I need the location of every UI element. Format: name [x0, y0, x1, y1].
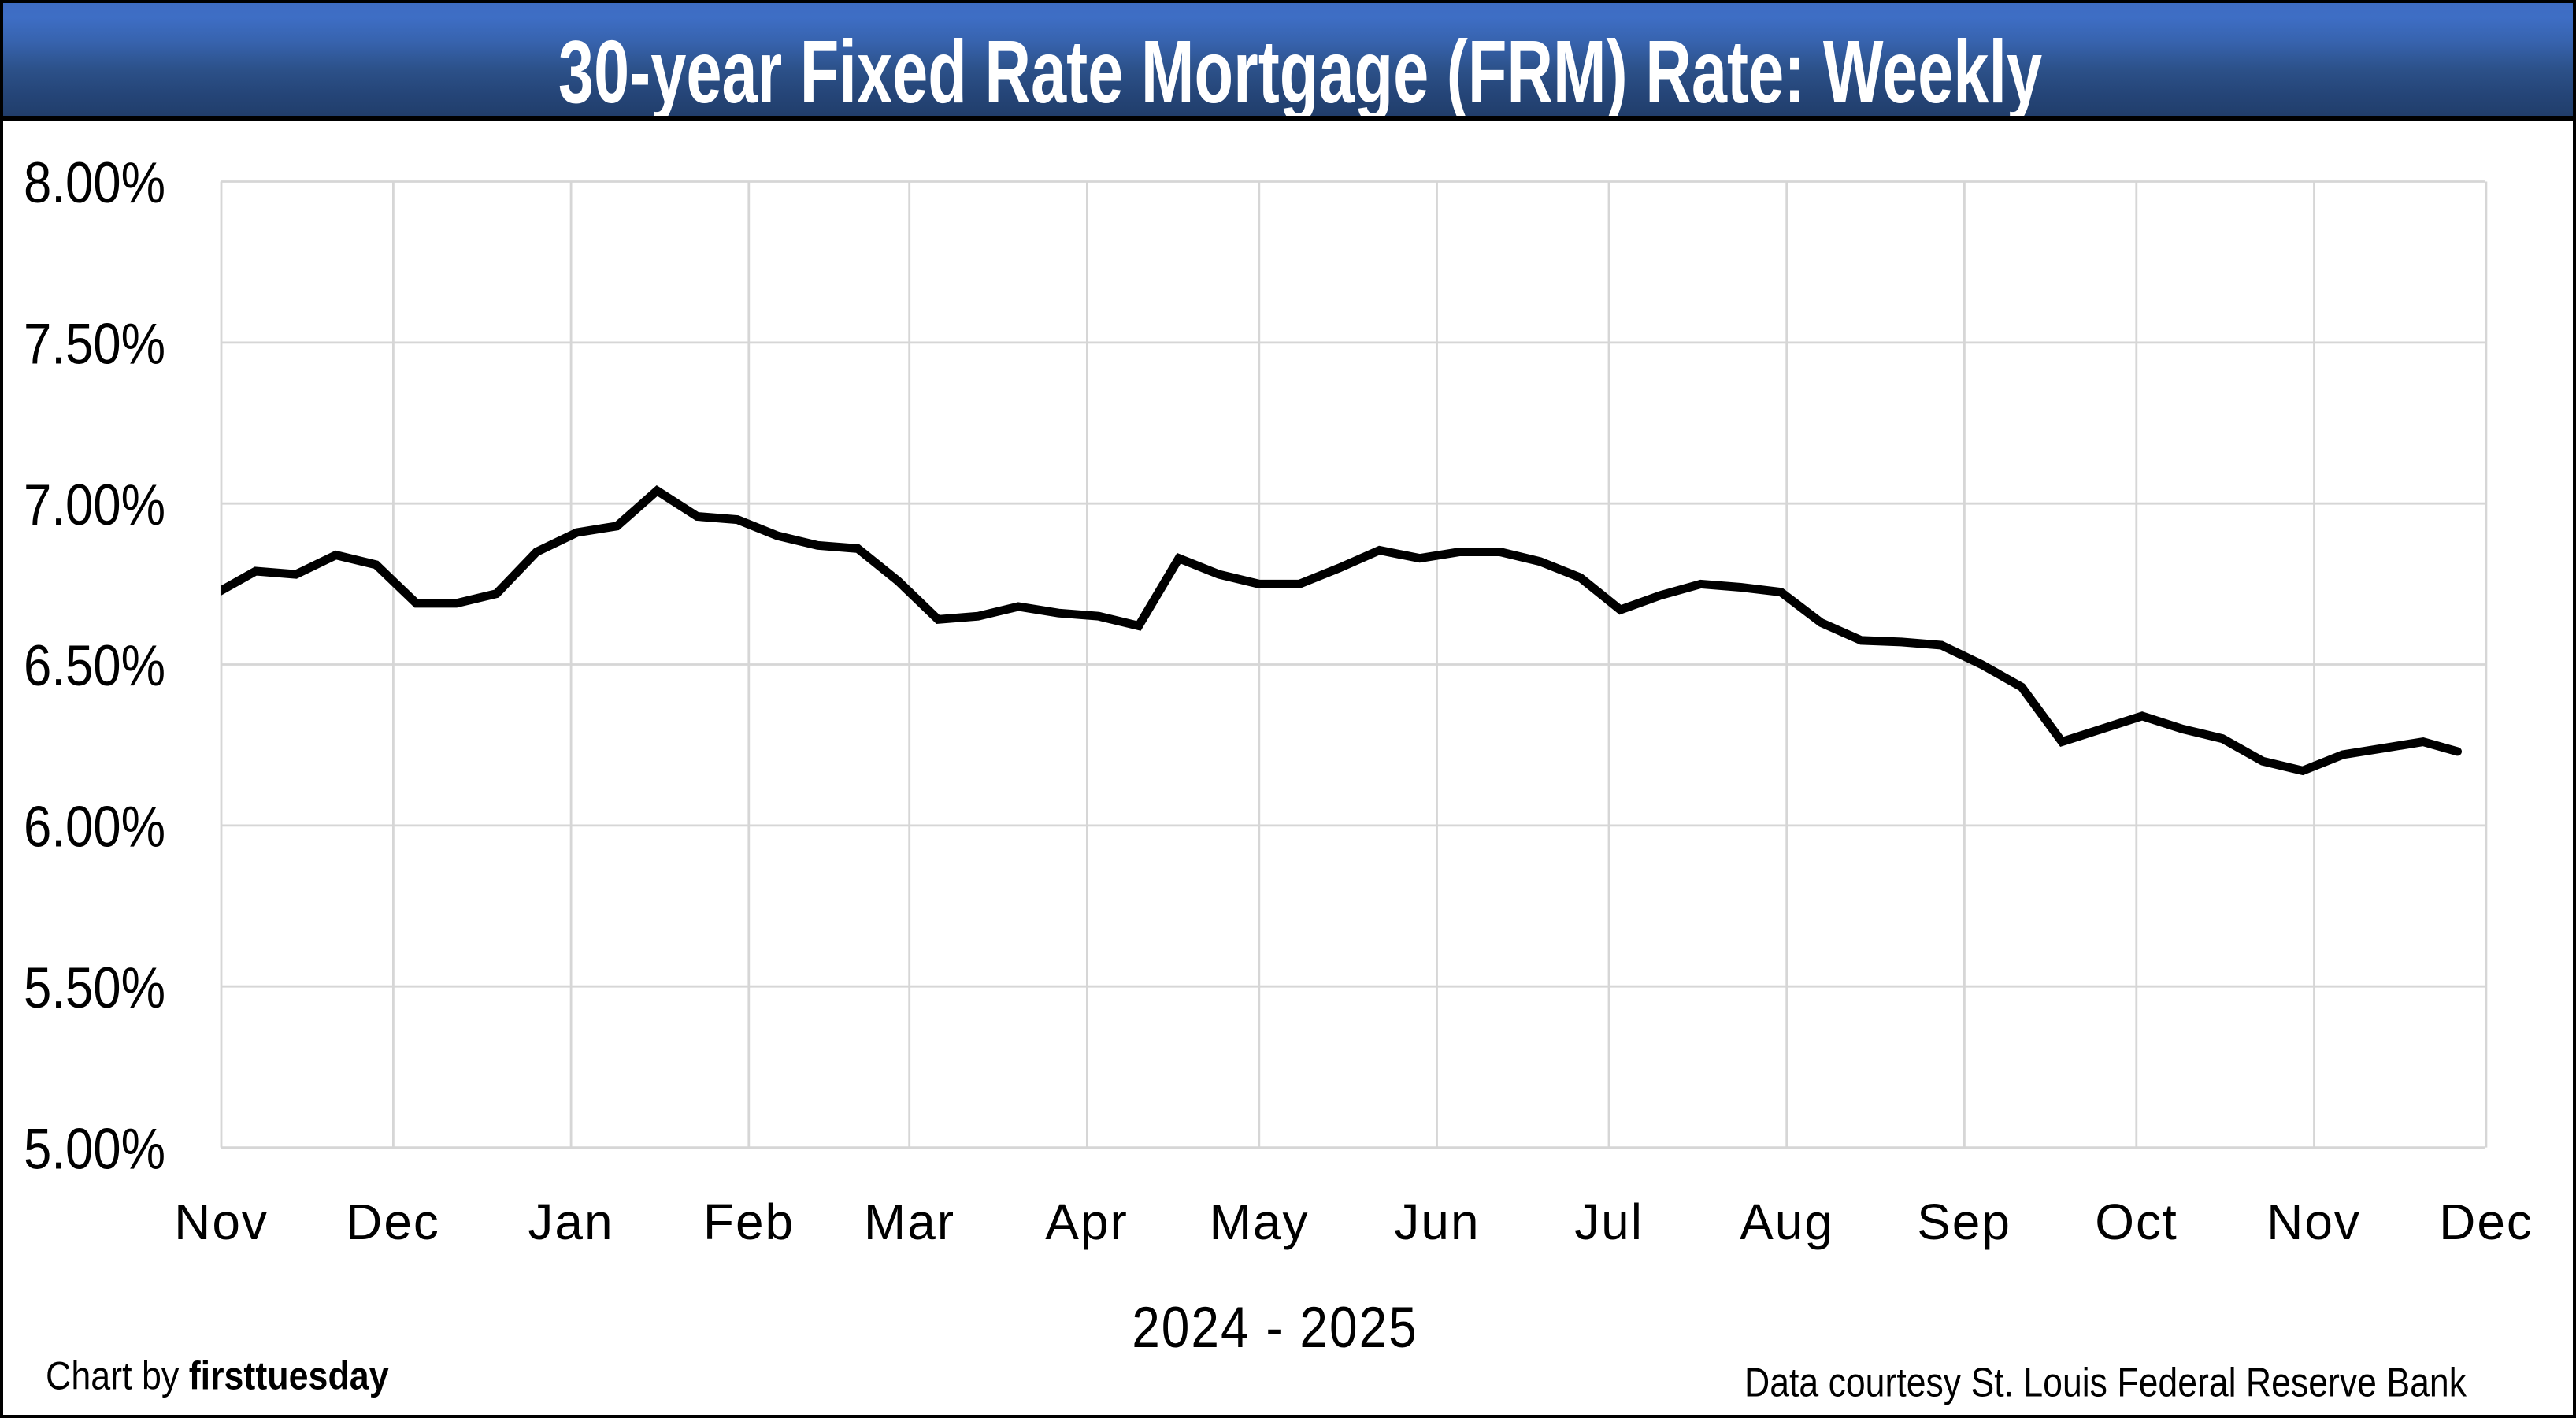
svg-text:Jul: Jul [1574, 1193, 1644, 1250]
svg-text:Mar: Mar [864, 1193, 955, 1250]
svg-text:5.00%: 5.00% [24, 1116, 165, 1181]
svg-text:Sep: Sep [1917, 1193, 2011, 1250]
svg-text:Data courtesy St. Louis Federa: Data courtesy St. Louis Federal Reserve … [1744, 1360, 2467, 1405]
svg-text:30-year Fixed Rate Mortgage (F: 30-year Fixed Rate Mortgage (FRM) Rate: … [558, 22, 2042, 122]
svg-text:7.00%: 7.00% [24, 473, 165, 537]
svg-text:2024 - 2025: 2024 - 2025 [1132, 1295, 1418, 1360]
svg-text:Aug: Aug [1740, 1193, 1834, 1250]
svg-text:Chart by firsttuesday: Chart by firsttuesday [46, 1354, 389, 1398]
svg-text:Jun: Jun [1394, 1193, 1480, 1250]
svg-text:Dec: Dec [346, 1193, 440, 1250]
svg-text:6.00%: 6.00% [24, 794, 165, 859]
svg-text:May: May [1210, 1193, 1310, 1250]
svg-text:Nov: Nov [2267, 1193, 2361, 1250]
svg-text:Dec: Dec [2439, 1193, 2533, 1250]
svg-text:7.50%: 7.50% [24, 311, 165, 376]
svg-text:8.00%: 8.00% [24, 150, 165, 215]
svg-text:Jan: Jan [528, 1193, 613, 1250]
svg-text:6.50%: 6.50% [24, 633, 165, 698]
svg-text:Apr: Apr [1045, 1193, 1129, 1250]
svg-text:Nov: Nov [174, 1193, 269, 1250]
svg-text:Oct: Oct [2095, 1193, 2178, 1250]
svg-text:Feb: Feb [703, 1193, 795, 1250]
svg-text:5.50%: 5.50% [24, 956, 165, 1020]
